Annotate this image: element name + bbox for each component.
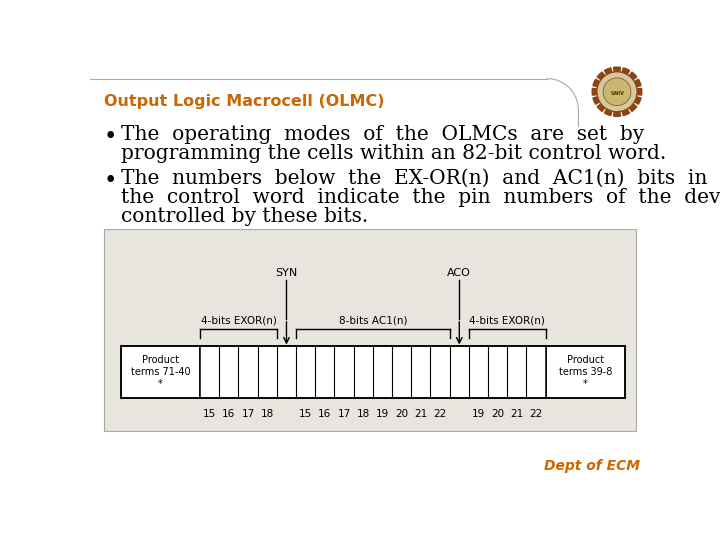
Bar (200, 346, 546, 398)
Wedge shape (637, 89, 642, 95)
Text: 15: 15 (299, 409, 312, 419)
Text: 4-bits EXOR(n): 4-bits EXOR(n) (469, 316, 545, 326)
Text: 20: 20 (395, 409, 408, 419)
Text: The  numbers  below  the  EX-OR(n)  and  AC1(n)  bits  in: The numbers below the EX-OR(n) and AC1(n… (121, 168, 707, 188)
Wedge shape (634, 79, 641, 87)
Wedge shape (597, 104, 605, 111)
Text: 17: 17 (338, 409, 351, 419)
Circle shape (603, 78, 631, 106)
Text: Output Logic Macrocell (OLMC): Output Logic Macrocell (OLMC) (104, 94, 384, 109)
Text: 19: 19 (376, 409, 389, 419)
Text: Dept of ECM: Dept of ECM (544, 459, 640, 473)
Text: •: • (104, 125, 117, 148)
Text: 16: 16 (222, 409, 235, 419)
Text: 4-bits EXOR(n): 4-bits EXOR(n) (200, 316, 276, 326)
Text: programming the cells within an 82-bit control word.: programming the cells within an 82-bit c… (121, 144, 666, 163)
Bar (104, 229, 636, 430)
Bar (546, 346, 625, 398)
Wedge shape (593, 89, 597, 95)
Wedge shape (593, 79, 600, 87)
Wedge shape (604, 68, 612, 75)
Text: UNIV: UNIV (610, 91, 624, 96)
Wedge shape (604, 109, 612, 116)
Text: 16: 16 (318, 409, 331, 419)
Text: 20: 20 (491, 409, 504, 419)
Wedge shape (622, 109, 629, 116)
Text: 18: 18 (356, 409, 370, 419)
Text: the  control  word  indicate  the  pin  numbers  of  the  devices: the control word indicate the pin number… (121, 188, 720, 207)
Text: 22: 22 (433, 409, 446, 419)
Bar (121, 346, 200, 398)
Text: Product
terms 39-8
*: Product terms 39-8 * (559, 355, 612, 389)
Wedge shape (597, 72, 605, 80)
Text: 18: 18 (261, 409, 274, 419)
Text: 8-bits AC1(n): 8-bits AC1(n) (338, 316, 407, 326)
Circle shape (597, 72, 637, 112)
Wedge shape (613, 112, 621, 117)
Text: SYN: SYN (275, 268, 297, 278)
Text: 21: 21 (510, 409, 523, 419)
Text: •: • (104, 168, 117, 192)
Wedge shape (622, 68, 629, 75)
Text: 17: 17 (241, 409, 255, 419)
Text: controlled by these bits.: controlled by these bits. (121, 207, 368, 226)
Text: 15: 15 (203, 409, 216, 419)
Wedge shape (593, 97, 600, 104)
Text: Product
terms 71-40
*: Product terms 71-40 * (131, 355, 190, 389)
Wedge shape (629, 104, 636, 111)
Wedge shape (629, 72, 636, 80)
Text: 21: 21 (414, 409, 428, 419)
Wedge shape (634, 97, 641, 104)
Text: 22: 22 (529, 409, 543, 419)
Text: ACO: ACO (447, 268, 471, 278)
Text: 19: 19 (472, 409, 485, 419)
Wedge shape (613, 67, 621, 72)
Text: The  operating  modes  of  the  OLMCs  are  set  by: The operating modes of the OLMCs are set… (121, 125, 644, 144)
